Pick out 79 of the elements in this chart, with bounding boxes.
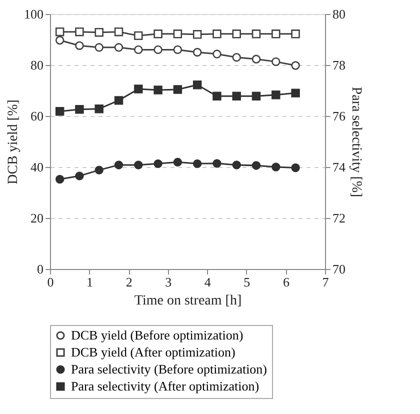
point <box>192 30 202 39</box>
point <box>252 30 261 38</box>
point <box>114 96 124 105</box>
point <box>173 158 182 167</box>
point <box>212 50 222 58</box>
point <box>212 30 222 38</box>
point <box>75 41 84 50</box>
y2-tick-label: 72 <box>332 210 346 226</box>
point <box>173 85 182 94</box>
point <box>154 45 162 54</box>
legend-label: Para selectivity (After optimization) <box>71 378 260 394</box>
y-axis-title: DCB yield [%] <box>6 100 21 184</box>
point <box>192 48 202 57</box>
y2-tick-label: 78 <box>332 58 346 72</box>
point <box>55 174 64 184</box>
x-tick-label: 5 <box>244 274 250 290</box>
point <box>154 159 162 168</box>
point <box>173 45 182 54</box>
point <box>173 30 182 38</box>
point <box>114 27 124 36</box>
point <box>272 57 280 66</box>
y-tick-label: 60 <box>30 108 44 124</box>
point <box>114 43 124 52</box>
y2-tick-label: 80 <box>332 6 346 22</box>
point <box>192 159 202 168</box>
point <box>154 30 162 38</box>
point <box>75 27 84 36</box>
legend-label: Para selectivity (Before optimization) <box>71 362 268 376</box>
point <box>232 53 241 62</box>
x-tick-label: 4 <box>204 274 212 290</box>
y-tick-label: 20 <box>30 210 44 226</box>
point <box>232 30 241 38</box>
point <box>252 54 261 64</box>
point <box>272 162 280 172</box>
point <box>291 88 300 98</box>
point <box>94 43 104 52</box>
x-tick-label: 6 <box>282 274 290 290</box>
point <box>114 160 124 170</box>
point <box>55 36 64 45</box>
y2-tick-label: 70 <box>332 262 346 276</box>
point <box>232 92 241 100</box>
x-axis-title: Time on stream [h] <box>134 294 242 308</box>
point <box>291 163 300 172</box>
point <box>291 30 300 38</box>
point <box>75 172 84 180</box>
point <box>94 166 104 174</box>
y2-tick-label: 74 <box>332 160 346 174</box>
x-tick-label: 2 <box>126 274 132 290</box>
point <box>94 104 104 114</box>
x-tick-label: 1 <box>86 274 94 290</box>
point <box>154 86 162 94</box>
point <box>272 90 280 100</box>
y-tick-label: 80 <box>30 58 44 72</box>
point <box>55 107 64 116</box>
x-tick-label: 3 <box>165 274 172 290</box>
point <box>94 28 104 37</box>
point <box>75 105 84 114</box>
point <box>212 159 222 168</box>
y-tick-label: 40 <box>30 160 44 174</box>
point <box>134 31 143 40</box>
point <box>272 30 280 38</box>
legend-label: DCB yield (Before optimization) <box>71 328 244 342</box>
point <box>134 160 143 170</box>
point <box>134 45 143 54</box>
y-tick-label: 0 <box>37 262 44 276</box>
point <box>291 61 300 70</box>
point <box>212 92 222 100</box>
point <box>55 27 64 36</box>
legend-label: DCB yield (After optimization) <box>71 344 236 360</box>
point <box>252 92 261 100</box>
point <box>232 160 241 170</box>
point <box>252 161 261 170</box>
point <box>192 80 202 90</box>
x-tick-label: 0 <box>47 274 54 290</box>
y2-axis-title: Para selectivity [%] <box>348 86 364 198</box>
y-tick-label: 100 <box>24 6 44 22</box>
x-tick-label: 7 <box>322 274 330 290</box>
y2-tick-label: 76 <box>332 108 346 124</box>
point <box>134 84 143 94</box>
